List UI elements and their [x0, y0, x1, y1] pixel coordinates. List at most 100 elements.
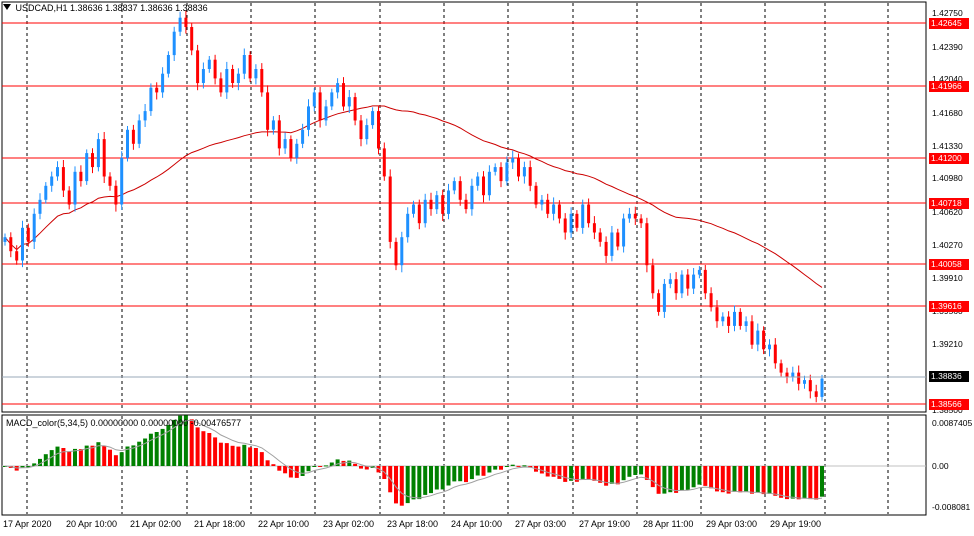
candle-body[interactable] [406, 213, 410, 238]
candle-body[interactable] [277, 120, 281, 149]
candle-body[interactable] [814, 391, 818, 397]
candle-body[interactable] [371, 111, 375, 126]
candle-body[interactable] [324, 106, 328, 121]
candle-body[interactable] [143, 111, 147, 121]
candle-body[interactable] [213, 59, 217, 79]
candle-body[interactable] [581, 204, 585, 228]
candle-body[interactable] [604, 241, 608, 256]
candle-body[interactable] [236, 73, 240, 83]
candle-body[interactable] [447, 190, 450, 214]
candle-body[interactable] [382, 148, 386, 177]
candle-body[interactable] [295, 143, 299, 158]
candle-body[interactable] [365, 125, 369, 140]
candle-body[interactable] [627, 213, 631, 219]
candle-body[interactable] [762, 330, 766, 350]
candle-body[interactable] [692, 274, 696, 289]
candle-body[interactable] [750, 321, 754, 345]
candle-body[interactable] [260, 69, 264, 93]
candle-body[interactable] [21, 227, 24, 261]
candle-body[interactable] [651, 265, 655, 294]
candle-body[interactable] [499, 167, 503, 182]
candle-body[interactable] [67, 190, 71, 205]
candle-body[interactable] [540, 199, 544, 205]
candle-body[interactable] [231, 69, 235, 83]
candle-body[interactable] [435, 195, 439, 210]
candle-body[interactable] [353, 97, 357, 121]
candle-body[interactable] [703, 269, 707, 294]
candle-body[interactable] [248, 55, 252, 79]
candle-body[interactable] [633, 213, 637, 219]
candle-body[interactable] [482, 176, 485, 196]
candle-body[interactable] [184, 17, 188, 27]
candle-body[interactable] [569, 213, 573, 233]
candle-body[interactable] [271, 120, 275, 130]
candle-body[interactable] [149, 87, 153, 112]
candle-body[interactable] [50, 176, 54, 186]
candle-body[interactable] [359, 120, 363, 140]
candle-body[interactable] [592, 223, 596, 233]
candle-body[interactable] [207, 59, 211, 69]
candle-body[interactable] [254, 69, 258, 79]
candle-body[interactable] [803, 380, 806, 384]
candle-body[interactable] [476, 176, 480, 186]
candle-body[interactable] [312, 92, 316, 107]
candle-body[interactable] [791, 372, 795, 378]
candle-body[interactable] [768, 344, 771, 350]
collapse-triangle-icon[interactable] [3, 4, 11, 10]
candle-body[interactable] [662, 283, 666, 312]
candle-body[interactable] [190, 27, 194, 51]
candle-body[interactable] [225, 69, 229, 93]
candle-body[interactable] [517, 157, 520, 177]
candle-body[interactable] [178, 17, 182, 32]
candle-body[interactable] [3, 237, 7, 242]
candle-body[interactable] [721, 316, 725, 322]
candle-body[interactable] [697, 269, 701, 275]
candle-body[interactable] [522, 167, 526, 177]
candle-body[interactable] [785, 372, 789, 378]
candle-body[interactable] [283, 139, 287, 149]
candle-body[interactable] [120, 157, 124, 205]
candle-body[interactable] [552, 204, 556, 214]
candle-body[interactable] [505, 162, 509, 182]
candle-body[interactable] [307, 106, 310, 130]
candle-body[interactable] [686, 274, 690, 289]
candle-body[interactable] [674, 279, 678, 294]
candle-body[interactable] [9, 237, 13, 252]
candle-body[interactable] [773, 344, 777, 364]
candle-body[interactable] [38, 199, 42, 214]
candle-body[interactable] [15, 251, 19, 261]
candle-body[interactable] [657, 293, 661, 312]
candle-body[interactable] [394, 241, 398, 266]
candle-body[interactable] [91, 153, 94, 168]
candle-body[interactable] [56, 167, 59, 177]
candle-body[interactable] [709, 293, 713, 308]
candle-body[interactable] [412, 204, 415, 214]
candle-body[interactable] [820, 378, 824, 397]
candle-body[interactable] [73, 171, 77, 205]
candle-body[interactable] [377, 111, 380, 149]
candle-body[interactable] [266, 92, 270, 130]
candle-body[interactable] [301, 129, 305, 144]
horizontal-levels[interactable] [2, 22, 926, 405]
candle-body[interactable] [452, 181, 456, 191]
candle-body[interactable] [487, 171, 491, 196]
candle-body[interactable] [429, 199, 433, 210]
candle-body[interactable] [26, 227, 30, 242]
candle-body[interactable] [201, 69, 205, 83]
candle-body[interactable] [137, 120, 141, 144]
candle-body[interactable] [330, 92, 334, 107]
candle-body[interactable] [114, 185, 118, 205]
candle-body[interactable] [534, 185, 538, 205]
candle-body[interactable] [347, 97, 351, 107]
candle-body[interactable] [744, 321, 748, 326]
candle-body[interactable] [563, 218, 567, 233]
candle-body[interactable] [668, 279, 672, 284]
candle-body[interactable] [557, 204, 561, 219]
candle-body[interactable] [587, 204, 591, 224]
candle-body[interactable] [680, 274, 684, 294]
candle-body[interactable] [196, 50, 200, 84]
candle-body[interactable] [102, 139, 106, 177]
candle-body[interactable] [738, 311, 742, 326]
candle-body[interactable] [733, 311, 736, 326]
candles[interactable] [3, 10, 824, 403]
